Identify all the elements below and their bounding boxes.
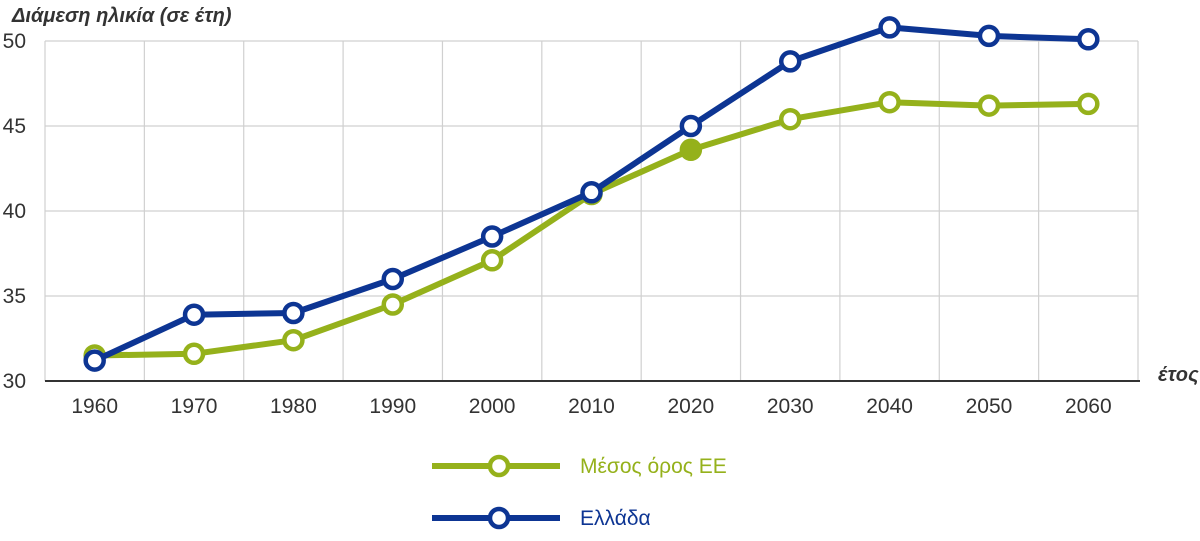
data-point	[182, 303, 206, 326]
legend-label: Ελλάδα	[580, 507, 651, 530]
data-point	[679, 138, 703, 162]
axes: 30 35 40 45 50 1960 1970 1980 1990 2000 2010 2020 20…	[3, 30, 1140, 418]
data-point	[1077, 28, 1100, 51]
y-tick-label: 35	[3, 285, 26, 308]
x-tick-label: 2000	[469, 395, 516, 418]
legend-swatch-marker	[487, 454, 511, 478]
x-tick-label: 2020	[668, 395, 715, 418]
data-point	[977, 94, 1001, 117]
data-point	[778, 50, 802, 73]
data-point	[182, 342, 206, 366]
data-point	[381, 267, 405, 291]
data-point	[83, 349, 106, 372]
x-tick-label: 1970	[171, 395, 218, 418]
y-tick-label: 30	[3, 370, 26, 393]
data-point	[679, 114, 703, 138]
y-axis-title: Διάμεση ηλικία (σε έτη)	[11, 5, 232, 27]
legend-label: Μέσος όρος ΕΕ	[580, 455, 727, 478]
x-tick-label: 2010	[568, 395, 615, 418]
data-point	[778, 107, 802, 131]
data-point	[381, 293, 405, 316]
legend: Μέσος όρος ΕΕ Ελλάδα	[432, 454, 727, 530]
data-point	[580, 181, 603, 204]
x-tick-label: 2030	[767, 395, 814, 418]
data-point	[878, 16, 901, 39]
series-layer	[83, 16, 1100, 372]
x-tick-label: 2060	[1065, 395, 1112, 418]
data-point	[1077, 92, 1100, 116]
x-axis-title: έτος	[1158, 364, 1199, 386]
data-point	[878, 90, 901, 114]
legend-swatch-marker	[487, 506, 511, 530]
data-point	[480, 249, 504, 272]
x-tick-label: 1960	[71, 395, 118, 418]
x-tick-label: 1990	[369, 395, 416, 418]
data-point	[480, 225, 504, 248]
y-tick-label: 40	[3, 200, 26, 223]
y-tick-label: 50	[3, 30, 26, 53]
data-point	[282, 301, 305, 325]
x-tick-label: 1980	[270, 395, 317, 418]
grid	[44, 40, 1139, 381]
y-tick-label: 45	[3, 115, 26, 138]
x-tick-label: 2040	[866, 395, 913, 418]
data-point	[282, 328, 305, 352]
data-point	[977, 24, 1001, 48]
x-tick-label: 2050	[966, 395, 1013, 418]
